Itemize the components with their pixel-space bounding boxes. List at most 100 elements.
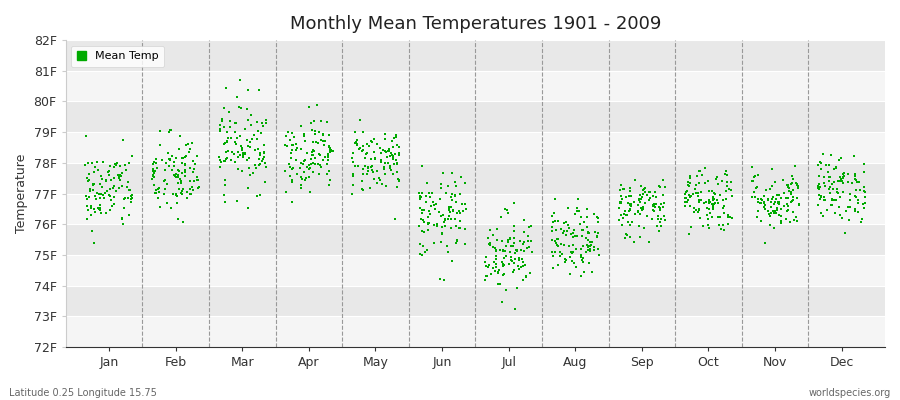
Point xyxy=(567,227,581,234)
Point xyxy=(588,228,602,235)
Point xyxy=(173,133,187,140)
Point xyxy=(523,222,537,229)
Point xyxy=(652,219,667,225)
Point xyxy=(386,154,400,160)
Point xyxy=(419,180,434,186)
Point xyxy=(390,131,404,138)
Point xyxy=(640,213,654,219)
Point xyxy=(95,184,110,190)
Point xyxy=(705,188,719,194)
Point xyxy=(94,176,109,182)
Point xyxy=(571,196,585,202)
Point xyxy=(83,188,97,194)
Point xyxy=(778,216,793,223)
Point xyxy=(81,170,95,177)
Point xyxy=(171,167,185,173)
Point xyxy=(823,184,837,190)
Point xyxy=(252,86,266,93)
Point xyxy=(498,206,512,212)
Point xyxy=(322,132,337,138)
Point xyxy=(544,212,559,219)
Point xyxy=(715,178,729,184)
Point xyxy=(724,215,739,222)
Point xyxy=(314,137,328,144)
Point xyxy=(771,201,786,207)
Point xyxy=(747,174,761,180)
Point xyxy=(222,109,237,116)
Point xyxy=(175,155,189,161)
Point xyxy=(833,194,848,201)
Point xyxy=(818,162,832,168)
Point xyxy=(176,170,190,177)
Point xyxy=(303,120,318,126)
Point xyxy=(292,165,307,171)
Point xyxy=(382,165,397,171)
Point xyxy=(557,228,572,234)
Point xyxy=(325,147,339,154)
Point xyxy=(91,205,105,211)
Point xyxy=(389,134,403,141)
Point xyxy=(279,133,293,140)
Point xyxy=(791,183,806,189)
Point xyxy=(615,196,629,202)
Point xyxy=(790,181,805,188)
Point xyxy=(257,160,272,166)
Point xyxy=(356,148,370,154)
Point xyxy=(754,218,769,224)
Point xyxy=(777,190,791,197)
Point xyxy=(680,198,694,205)
Point xyxy=(767,210,781,216)
Point xyxy=(147,159,161,165)
Point xyxy=(744,164,759,171)
Point xyxy=(381,148,395,154)
Point xyxy=(384,150,399,156)
Point xyxy=(832,178,847,184)
Point xyxy=(168,173,183,179)
Point xyxy=(656,192,670,199)
Point xyxy=(222,124,237,130)
Point xyxy=(620,212,634,218)
Point xyxy=(791,185,806,192)
Point xyxy=(747,188,761,195)
Point xyxy=(356,143,370,149)
Point xyxy=(112,175,126,181)
Point xyxy=(781,203,796,209)
Point xyxy=(698,199,713,206)
Point xyxy=(626,199,641,206)
Point xyxy=(352,146,366,152)
Point xyxy=(486,244,500,250)
Point xyxy=(724,186,738,193)
Point xyxy=(316,157,330,164)
Point xyxy=(707,190,722,197)
Point xyxy=(178,154,193,160)
Point xyxy=(378,136,392,143)
Point xyxy=(241,155,256,162)
Point xyxy=(95,192,110,198)
Point xyxy=(767,225,781,231)
Point xyxy=(584,242,598,249)
Point xyxy=(749,185,763,191)
Point xyxy=(506,243,520,249)
Point xyxy=(851,179,866,185)
Point xyxy=(635,187,650,194)
Point xyxy=(364,138,379,145)
Point xyxy=(316,130,330,137)
Point xyxy=(430,220,445,227)
Point xyxy=(365,168,380,175)
Point xyxy=(692,197,706,204)
Point xyxy=(618,194,633,200)
Point xyxy=(757,200,771,206)
Point xyxy=(172,168,186,174)
Point xyxy=(349,140,364,147)
Point xyxy=(452,208,466,214)
Point xyxy=(374,150,389,156)
Point xyxy=(111,172,125,178)
Point xyxy=(817,174,832,181)
Point xyxy=(248,132,262,139)
Point xyxy=(848,193,862,199)
Point xyxy=(651,213,665,219)
Point xyxy=(380,154,394,160)
Point xyxy=(678,203,692,209)
Point xyxy=(500,206,514,213)
Point xyxy=(170,172,184,178)
